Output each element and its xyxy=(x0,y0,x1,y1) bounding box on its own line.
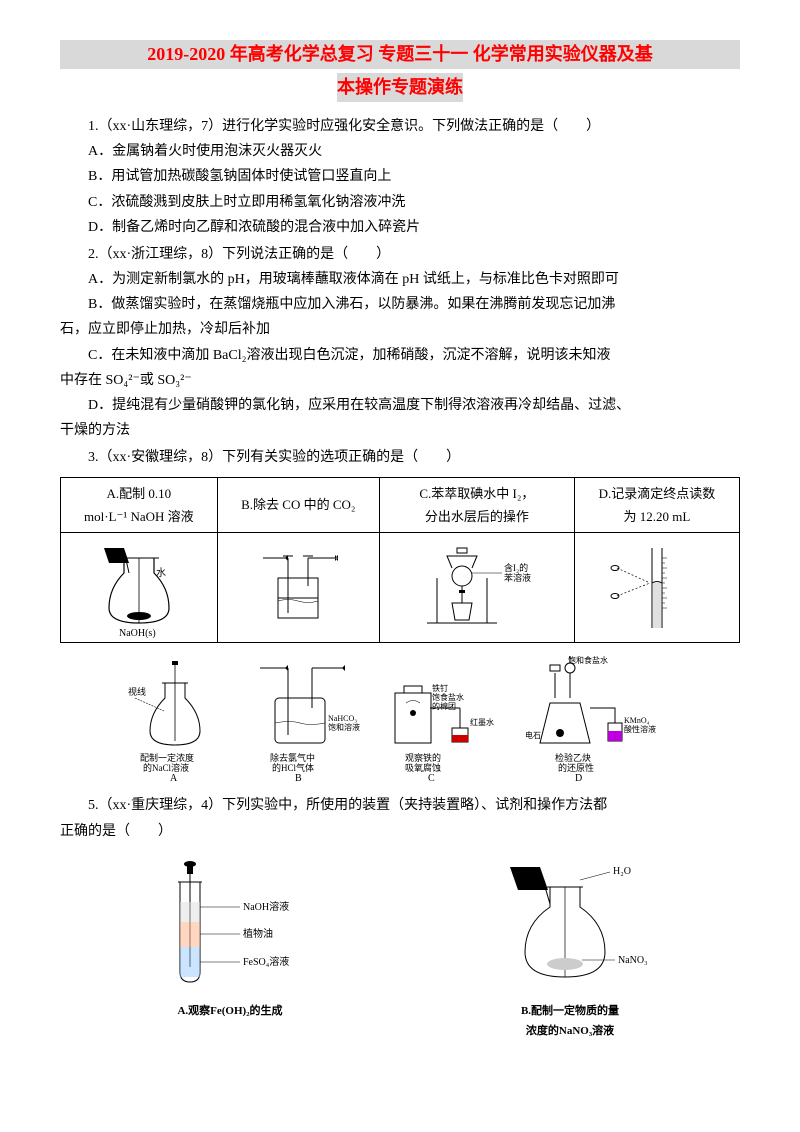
q4D-l4: 的还原性 xyxy=(558,762,594,773)
q4D-l2b: KMnO₄ xyxy=(624,716,650,725)
q4A-tag: A xyxy=(170,773,178,783)
q3-hC2: 分出水层后的操作 xyxy=(386,505,568,528)
title-line1: 2019-2020 年高考化学总复习 专题三十一 化学常用实验仪器及基 xyxy=(60,40,740,69)
q5B-cap2: 浓度的NaNO₃溶液 xyxy=(470,1022,670,1042)
q4D-l3: 检验乙炔 xyxy=(555,752,591,763)
q5B-l1: H₂O xyxy=(613,866,631,877)
q3-h-C: C.苯萃取碘水中 I₂， 分出水层后的操作 xyxy=(379,477,574,533)
q4B-l2: 除去氯气中 xyxy=(270,752,315,763)
q4D-l1: 饱和食盐水 xyxy=(568,655,608,665)
q4B-l1: NaHCO₃ xyxy=(328,714,357,723)
q4C-mid: 红墨水 xyxy=(470,717,494,727)
q3-diag-D xyxy=(574,533,739,643)
q3-h-A: A.配制 0.10 mol·L⁻¹ NaOH 溶液 xyxy=(61,477,218,533)
q4C-l1b: 饱食盐水 xyxy=(432,692,464,702)
title-wrap: 本操作专题演练 xyxy=(60,73,740,102)
q3-diag-A: 水 NaOH(s) xyxy=(61,533,218,643)
q1-A: A．金属钠着火时使用泡沫灭火器灭火 xyxy=(60,139,740,164)
q5A-l1: NaOH溶液 xyxy=(243,900,289,913)
q4D-tag: D xyxy=(575,773,582,783)
q3-stem: 3.（xx·安徽理综，8）下列有关实验的选项正确的是（ ） xyxy=(60,445,740,470)
q4B-l3: 的HCl气体 xyxy=(272,762,314,773)
q4B-tag: B xyxy=(295,773,302,783)
burette-icon xyxy=(602,538,712,638)
q4D-l2c: 酸性溶液 xyxy=(624,724,656,734)
q2-B2: 石，应立即停止加热，冷却后补加 xyxy=(60,317,740,342)
q4A-l3: 的NaCl溶液 xyxy=(143,762,189,773)
q4C-l1: 铁钉 xyxy=(432,683,448,693)
q5-B: H₂O NaNO₃ B.配制一定物质的量 浓度的NaNO₃溶液 xyxy=(470,852,670,1042)
label-benzene2: 苯溶液 xyxy=(504,572,531,583)
q5B-l2: NaNO₃ xyxy=(618,955,648,966)
q3-hC1: C.苯萃取碘水中 I₂， xyxy=(386,482,568,505)
q4C-tag: C xyxy=(428,773,435,783)
q2-D: D．提纯混有少量硝酸钾的氯化钠，应采用在较高温度下制得浓溶液再冷却结晶、过滤、 xyxy=(60,393,740,418)
q1-B: B．用试管加热碳酸氢钠固体时使试管口竖直向上 xyxy=(60,164,740,189)
q3-hA2: mol·L⁻¹ NaOH 溶液 xyxy=(67,505,211,528)
q1-C: C．浓硫酸溅到皮肤上时立即用稀氢氧化钠溶液冲洗 xyxy=(60,190,740,215)
flask-icon: 水 NaOH(s) xyxy=(84,538,194,638)
q3-h-B: B.除去 CO 中的 CO₂ xyxy=(217,477,379,533)
q2-A: A．为测定新制氯水的 pH，用玻璃棒蘸取液体滴在 pH 试纸上，与标准比色卡对照… xyxy=(60,267,740,292)
q4B-l1b: 饱和溶液 xyxy=(328,722,360,732)
q2-stem: 2.（xx·浙江理综，8）下列说法正确的是（ ） xyxy=(60,242,740,267)
q5-stem: 5.（xx·重庆理综，4）下列实验中，所使用的装置（夹持装置略）、试剂和操作方法… xyxy=(60,793,740,818)
q4C-l1c: 的棉团 xyxy=(432,701,456,711)
q5A-cap: A.观察Fe(OH)₂的生成 xyxy=(130,1002,330,1022)
label-benzene1: 含I₂的 xyxy=(504,562,528,573)
q4A-l2: 配制一定浓度 xyxy=(140,752,194,763)
q5-diagrams: NaOH溶液 植物油 FeSO₄溶液 A.观察Fe(OH)₂的生成 H₂O Na… xyxy=(60,852,740,1042)
q3-hD2: 为 12.20 mL xyxy=(581,505,733,528)
q4-diagram: 视线 配制一定浓度 的NaCl溶液 A NaHCO₃ 饱和溶液 除去氯气中 的H… xyxy=(60,653,740,783)
q5-A: NaOH溶液 植物油 FeSO₄溶液 A.观察Fe(OH)₂的生成 xyxy=(130,852,330,1042)
test-tube-icon: NaOH溶液 植物油 FeSO₄溶液 xyxy=(130,852,330,1002)
title-line2: 本操作专题演练 xyxy=(337,73,463,102)
q2-C: C．在未知液中滴加 BaCl₂溶液出现白色沉淀，加稀硝酸，沉淀不溶解，说明该未知… xyxy=(60,343,740,368)
q2-B: B．做蒸馏实验时，在蒸馏烧瓶中应加入沸石，以防暴沸。如果在沸腾前发现忘记加沸 xyxy=(60,292,740,317)
q4D-l2a: 电石 xyxy=(525,730,541,740)
q3-table: A.配制 0.10 mol·L⁻¹ NaOH 溶液 B.除去 CO 中的 CO₂… xyxy=(60,477,740,644)
q4C-l3: 吸氧腐蚀 xyxy=(405,762,441,773)
q4-apparatus-icon: 视线 配制一定浓度 的NaCl溶液 A NaHCO₃ 饱和溶液 除去氯气中 的H… xyxy=(120,653,680,783)
q3-diag-B xyxy=(217,533,379,643)
q3-hD1: D.记录滴定终点读数 xyxy=(581,482,733,505)
sep-funnel-icon: 含I₂的 苯溶液 xyxy=(407,538,547,638)
q5B-cap1: B.配制一定物质的量 xyxy=(470,1002,670,1022)
q3-hA1: A.配制 0.10 xyxy=(67,482,211,505)
label-naoh: NaOH(s) xyxy=(119,628,156,638)
gas-wash-icon xyxy=(243,538,353,638)
q2-C2: 中存在 SO₄²⁻或 SO₃²⁻ xyxy=(60,368,740,393)
q4C-l2: 观察铁的 xyxy=(405,752,441,763)
q5A-l3: FeSO₄溶液 xyxy=(243,955,289,968)
q2-D2: 干燥的方法 xyxy=(60,418,740,443)
q3-h-D: D.记录滴定终点读数 为 12.20 mL xyxy=(574,477,739,533)
q1-D: D．制备乙烯时向乙醇和浓硫酸的混合液中加入碎瓷片 xyxy=(60,215,740,240)
q5-stem2: 正确的是（ ） xyxy=(60,819,740,844)
q3-diag-C: 含I₂的 苯溶液 xyxy=(379,533,574,643)
label-water: 水 xyxy=(156,567,166,579)
q1-stem: 1.（xx·山东理综，7）进行化学实验时应强化安全意识。下列做法正确的是（ ） xyxy=(60,114,740,139)
vol-flask-icon: H₂O NaNO₃ xyxy=(470,852,670,1002)
q4A-l1: 视线 xyxy=(128,686,146,697)
q5A-l2: 植物油 xyxy=(243,927,273,940)
